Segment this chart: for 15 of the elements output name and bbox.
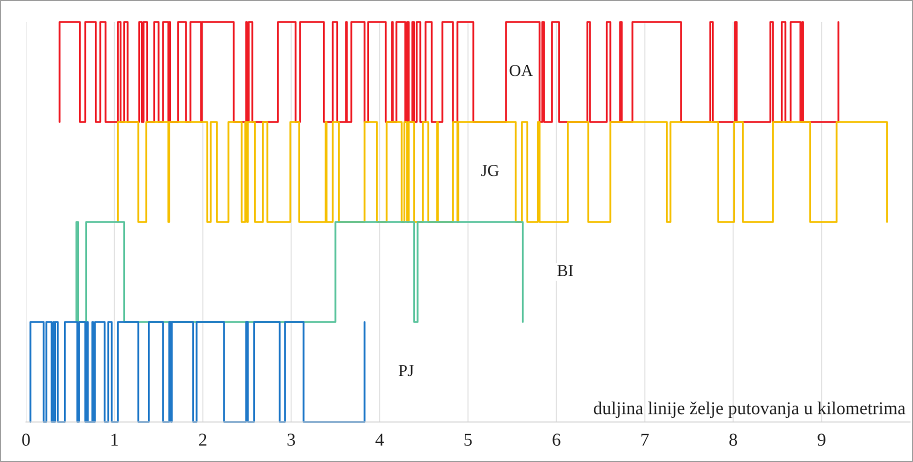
series-label: JG — [481, 164, 499, 176]
x-tick-label: 9 — [818, 434, 826, 446]
x-axis-title: duljina linije želje putovanja u kilometrima — [594, 402, 906, 418]
x-tick-label: 0 — [22, 434, 30, 446]
x-tick-label: 7 — [641, 434, 649, 446]
x-tick-label: 8 — [729, 434, 738, 446]
text: BI — [557, 265, 573, 276]
x-tick-label: 5 — [464, 434, 472, 446]
x-tick-label: 1 — [111, 434, 118, 446]
x-tick-label: 3 — [288, 434, 296, 446]
series-label: OA — [510, 64, 533, 76]
x-tick-label: 4 — [375, 434, 384, 446]
x-tick-label: 2 — [199, 434, 206, 446]
x-tick-label: 6 — [552, 434, 560, 446]
text: PJ — [398, 365, 414, 376]
